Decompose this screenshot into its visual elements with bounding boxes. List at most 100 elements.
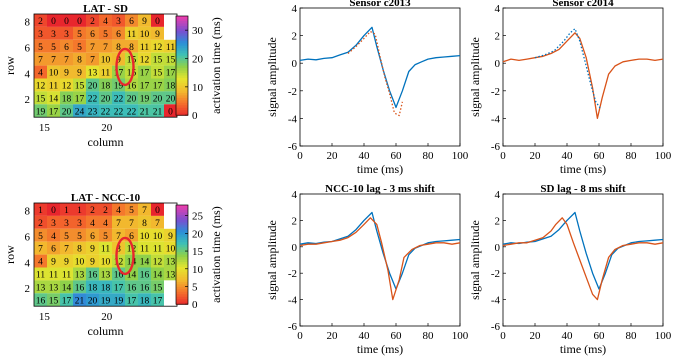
heatmap-cell: [86, 52, 99, 66]
heatmap-cell: [99, 78, 112, 92]
heatmap-cell-value: 10: [101, 56, 111, 66]
heatmap-cell-value: 14: [62, 283, 72, 293]
heatmap-cell: [34, 228, 47, 242]
heatmap-cell-value: 11: [101, 69, 110, 79]
heatmap-title: LAT - NCC-10: [71, 192, 141, 204]
heatmap-cell-value: 16: [114, 270, 124, 280]
heatmap-cell-value: 12: [36, 81, 46, 91]
heatmap-cell: [125, 91, 138, 105]
heatmap-cell-value: 8: [77, 245, 82, 255]
heatmap-cell-value: 11: [49, 270, 58, 280]
heatmap-cell-value: 21: [153, 107, 163, 117]
heatmap-cell: [125, 280, 138, 294]
y-tick-label: -2: [491, 268, 500, 280]
heatmap-cell: [138, 26, 151, 40]
heatmap-cell-value: 18: [166, 81, 176, 91]
heatmap-cell: [73, 267, 86, 281]
heatmap-cell: [99, 228, 112, 242]
colorbar-segment: [176, 249, 188, 253]
heatmap-cell-value: 1: [64, 206, 69, 216]
heatmap-cell-value: 18: [140, 296, 150, 306]
heatmap-cell: [138, 39, 151, 53]
heatmap-cell: [112, 26, 125, 40]
heatmap-cell: [60, 78, 73, 92]
heatmap-cell-value: 15: [153, 69, 163, 79]
heatmap-cell: [125, 14, 138, 27]
x-tick-label: 0: [297, 150, 303, 162]
heatmap-cell: [138, 267, 151, 281]
heatmap-cell: [47, 26, 60, 40]
heatmap-cell: [34, 280, 47, 294]
heatmap-cell-value: 3: [64, 30, 69, 40]
heatmap-cell-value: 17: [62, 296, 72, 306]
heatmap-cell: [47, 39, 60, 53]
heatmap-cell-value: 14: [153, 270, 163, 280]
heatmap-cell: [151, 39, 164, 53]
colorbar-segment: [176, 244, 188, 248]
heatmap-cell-value: 5: [38, 43, 43, 53]
x-tick-label: 40: [359, 330, 371, 342]
heatmap-cell: [99, 39, 112, 53]
x-axis-label: column: [88, 324, 124, 338]
colorbar-tick-label: 20: [192, 228, 204, 240]
heatmap-cell: [60, 104, 73, 118]
colorbar-segment: [176, 82, 188, 87]
heatmap-cell-value: 9: [64, 258, 69, 268]
y-axis-label: signal amplitude: [265, 220, 279, 300]
heatmap-cell-empty: [164, 203, 177, 216]
colorbar-segment: [176, 105, 188, 109]
colorbar-segment: [176, 291, 188, 295]
heatmap-cell: [125, 203, 138, 216]
heatmap-cell: [125, 104, 138, 118]
y-tick-label: -6: [288, 321, 298, 333]
heatmap-cell: [47, 254, 60, 268]
colorbar-segment: [176, 262, 188, 266]
heatmap-cell-value: 9: [51, 258, 56, 268]
heatmap-cell-value: 13: [166, 258, 176, 268]
heatmap-cell-value: 1: [77, 206, 82, 216]
heatmap-cell: [151, 254, 164, 268]
colorbar-segment: [176, 276, 188, 280]
heatmap-cell-value: 10: [140, 232, 150, 242]
heatmap-cell-value: 4: [103, 17, 108, 27]
heatmap-cell: [164, 52, 177, 66]
heatmap-cell-value: 24: [75, 107, 85, 117]
heatmap-cell-value: 3: [51, 30, 56, 40]
heatmap-cell-value: 12: [153, 258, 163, 268]
y-tick-label: -4: [288, 295, 298, 307]
heatmap-cell: [73, 203, 86, 216]
heatmap-cell: [86, 65, 99, 79]
colorbar-tick-label: 5: [192, 281, 198, 293]
y-tick-label: 2: [25, 94, 31, 106]
heatmap-cell-value: 5: [77, 43, 82, 53]
y-tick-label: 6: [25, 43, 31, 55]
heatmap-cell: [86, 241, 99, 255]
heatmap-cell-value: 10: [75, 258, 85, 268]
plot-frame: [299, 7, 461, 147]
heatmap-cell-value: 7: [90, 43, 95, 53]
heatmap-cell: [86, 203, 99, 216]
colorbar-segment: [176, 95, 188, 99]
heatmap-cell: [151, 78, 164, 92]
heatmap-cell: [34, 14, 47, 27]
series-line: [347, 30, 404, 117]
heatmap-cell: [47, 241, 60, 255]
heatmap-cell-value: 20: [88, 81, 98, 91]
x-axis-label: time (ms): [357, 162, 403, 176]
x-tick-label: 60: [391, 330, 403, 342]
heatmap-cell: [125, 78, 138, 92]
heatmap-cell: [151, 280, 164, 294]
y-axis-label: row: [3, 245, 17, 264]
heatmap-cell: [86, 78, 99, 92]
heatmap-cell: [164, 228, 177, 242]
colorbar-segment: [176, 97, 188, 101]
heatmap-cell: [47, 14, 60, 27]
colorbar-segment: [176, 224, 188, 228]
heatmap-cell-value: 11: [140, 245, 149, 255]
heatmap-cell-value: 9: [90, 258, 95, 268]
heatmap-cell: [73, 228, 86, 242]
heatmap-cell-value: 22: [88, 94, 98, 104]
highlight-ellipse: [115, 236, 135, 276]
heatmap-cell: [86, 39, 99, 53]
